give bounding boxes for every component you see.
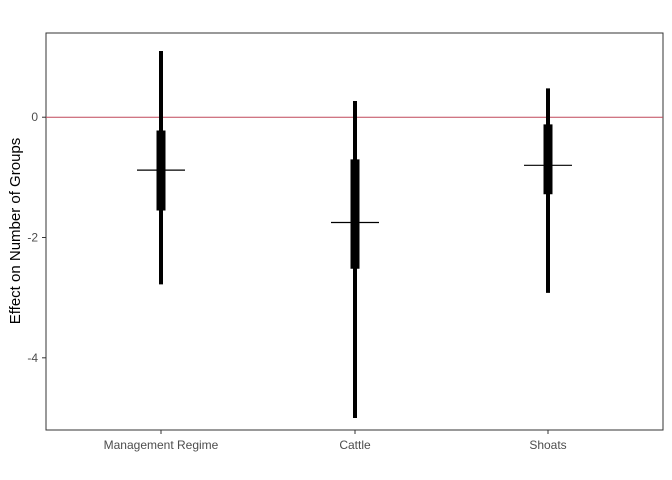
x-tick-label: Cattle: [339, 438, 371, 452]
x-tick-label: Shoats: [529, 438, 566, 452]
y-tick-label: 0: [31, 110, 38, 124]
y-axis-title: Effect on Number of Groups: [7, 138, 24, 324]
y-tick-label: -2: [27, 231, 38, 245]
x-tick-label: Management Regime: [104, 438, 219, 452]
y-tick-label: -4: [27, 351, 38, 365]
